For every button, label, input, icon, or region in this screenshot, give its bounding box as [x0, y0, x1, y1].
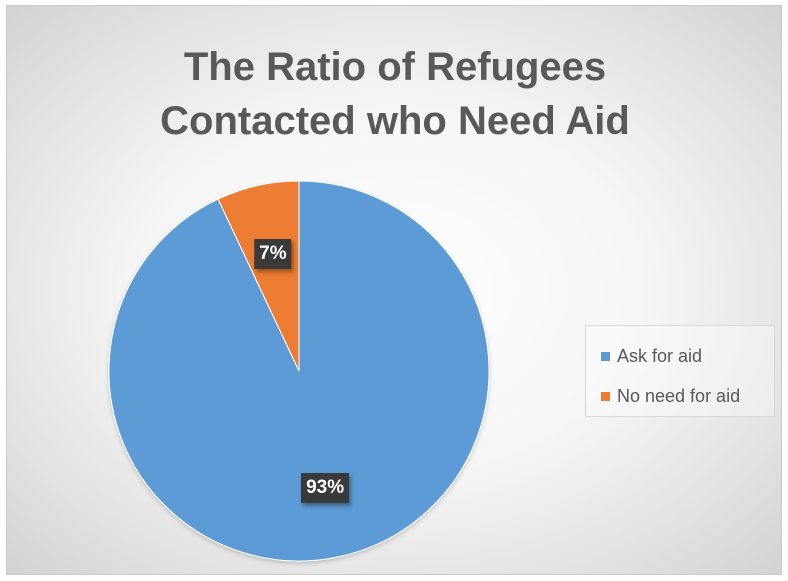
pie-slice-no-need-for-aid	[217, 180, 300, 372]
chart-title-line-1: The Ratio of Refugees	[183, 45, 607, 89]
legend-label-ask-for-aid: Ask for aid	[617, 345, 703, 366]
legend-item-no-need-for-aid: No need for aid	[601, 376, 774, 416]
data-label-no-need-for-aid: 7%	[254, 239, 292, 270]
legend-item-ask-for-aid: Ask for aid	[601, 336, 774, 376]
legend: Ask for aid No need for aid	[585, 325, 775, 417]
data-label-ask-for-aid: 93%	[301, 472, 350, 503]
legend-label-no-need-for-aid: No need for aid	[617, 385, 741, 406]
chart-title: The Ratio of Refugees Contacted who Need…	[7, 40, 781, 148]
legend-swatch-ask-for-aid	[601, 351, 610, 361]
legend-swatch-no-need-for-aid	[601, 391, 610, 401]
pie-chart	[108, 180, 490, 562]
chart-title-line-2: Contacted who Need Aid	[160, 99, 630, 143]
chart-area: The Ratio of Refugees Contacted who Need…	[6, 5, 782, 575]
